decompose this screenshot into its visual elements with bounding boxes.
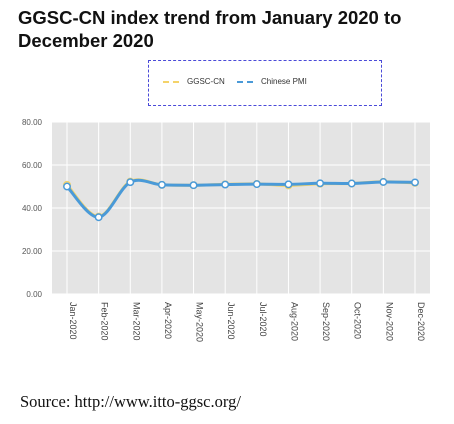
legend-swatch-pmi (237, 80, 253, 83)
data-point-pmi (63, 182, 71, 191)
x-tick-label: Jun-2020 (226, 302, 236, 340)
data-point-pmi (221, 180, 230, 189)
data-point-pmi (252, 180, 261, 189)
data-point-pmi (126, 178, 135, 187)
x-tick-label: Jan-2020 (68, 302, 78, 340)
data-point-pmi (284, 180, 293, 189)
line-chart: 0.00 20.00 40.00 60.00 80.00 Jan-2020 Feb-2020… (22, 118, 430, 342)
legend-swatch-ggsc (163, 80, 179, 83)
x-tick-label: May-2020 (195, 302, 205, 342)
source-note: Source: http://www.itto-ggsc.org/ (20, 392, 241, 411)
data-point-pmi (316, 179, 325, 188)
y-tick-label: 20.00 (22, 247, 43, 256)
y-tick-label: 40.00 (22, 204, 43, 213)
x-tick-label: Jul-2020 (258, 302, 268, 337)
data-point-pmi (189, 181, 198, 190)
legend-label-ggsc: GGSC-CN (187, 77, 225, 86)
x-tick-label: Feb-2020 (100, 302, 110, 341)
data-point-pmi (157, 180, 166, 189)
x-tick-label: Apr-2020 (163, 302, 173, 339)
x-tick-label: Mar-2020 (131, 302, 141, 341)
legend-item-ggsc: GGSC-CN (163, 77, 225, 86)
data-point-pmi (379, 178, 388, 186)
legend-item-pmi: Chinese PMI (237, 77, 307, 86)
legend-label-pmi: Chinese PMI (261, 77, 307, 86)
chart-title: GGSC-CN index trend from January 2020 to… (18, 7, 402, 51)
x-tick-label: Nov-2020 (384, 302, 394, 341)
y-tick-label: 0.00 (26, 290, 42, 299)
x-tick-label: Aug-2020 (289, 302, 299, 341)
data-point-pmi (347, 179, 356, 188)
y-tick-label: 80.00 (22, 118, 43, 127)
data-point-pmi (411, 178, 419, 187)
x-tick-label: Oct-2020 (353, 302, 363, 339)
x-tick-label: Sep-2020 (321, 302, 331, 341)
data-point-pmi (94, 213, 103, 222)
x-tick-label: Dec-2020 (416, 302, 426, 341)
y-tick-label: 60.00 (22, 161, 43, 170)
legend: GGSC-CN Chinese PMI (148, 60, 382, 106)
